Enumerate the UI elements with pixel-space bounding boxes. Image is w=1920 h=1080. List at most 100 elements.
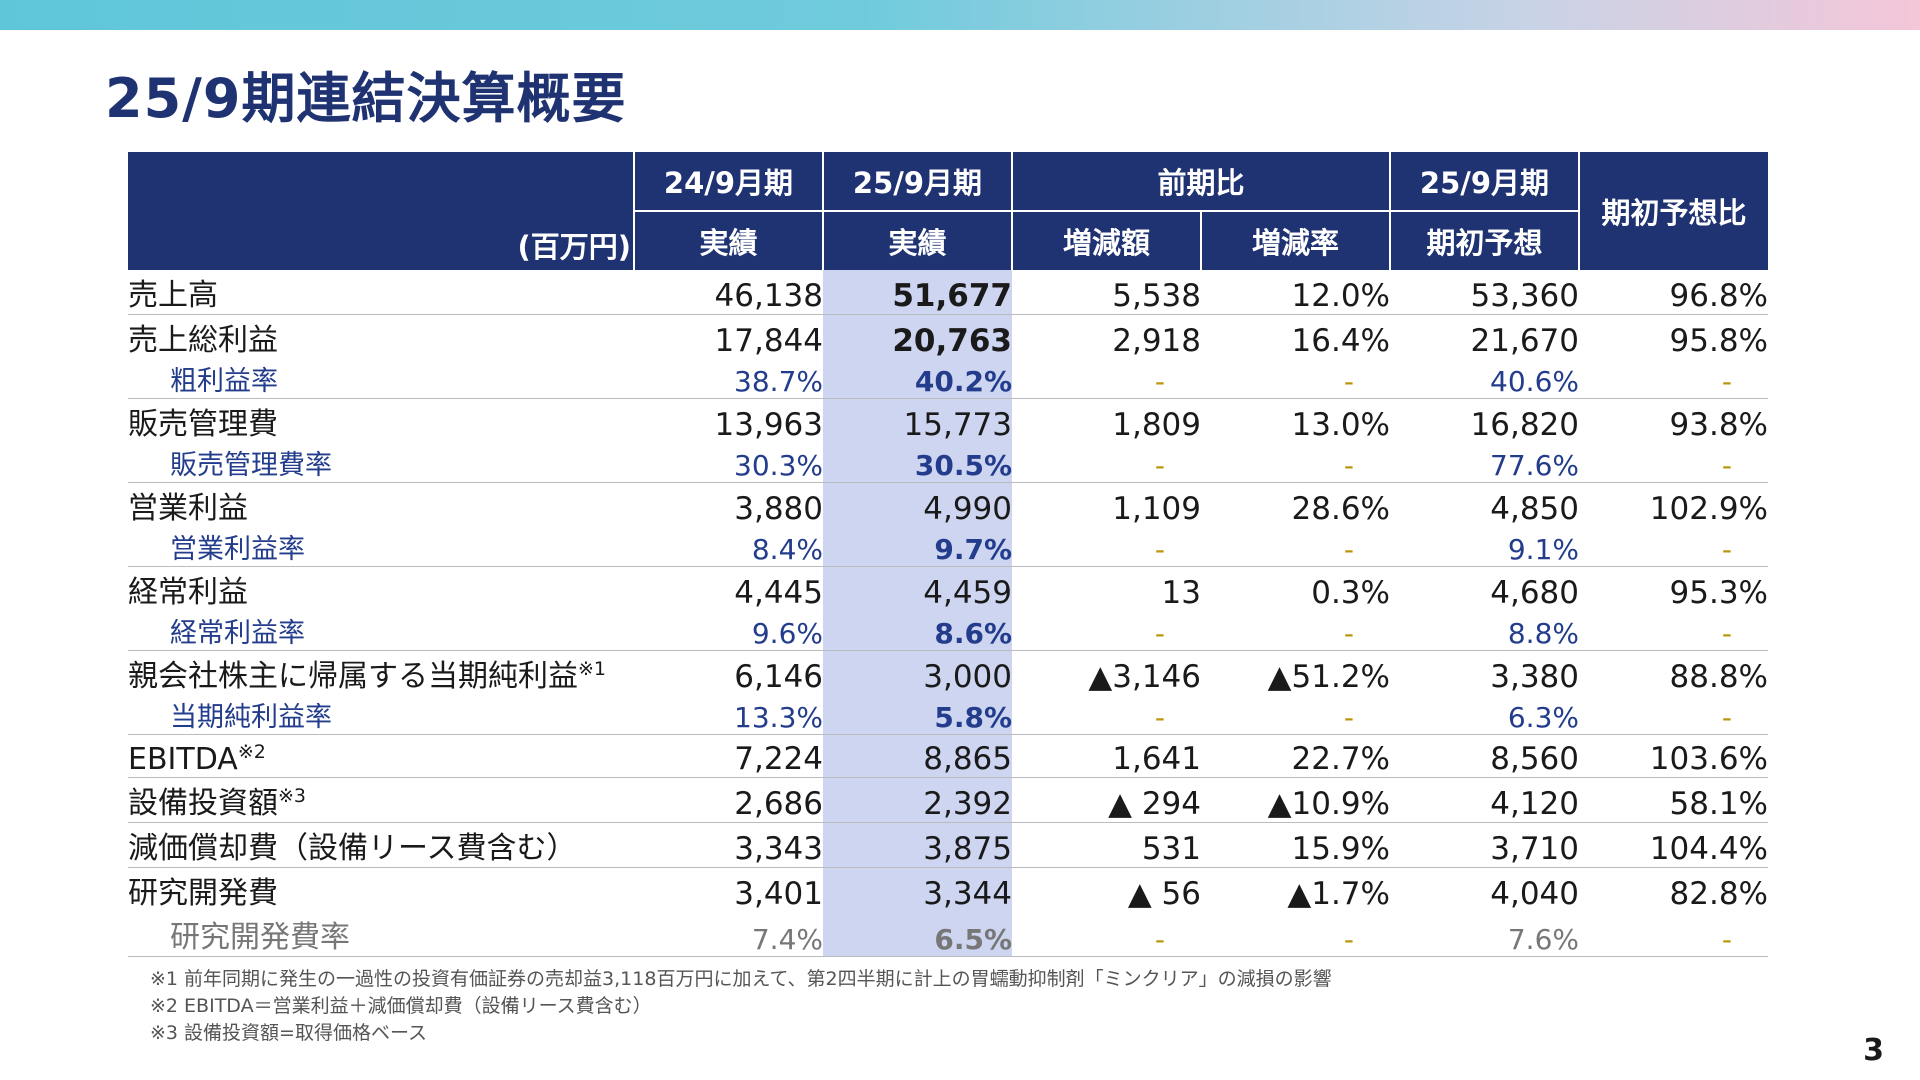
cell-rate: - (1343, 533, 1354, 566)
cell-forecast: 9.1% (1507, 533, 1579, 566)
header-yoy: 前期比 (1011, 152, 1390, 212)
header-prev-kind: 実績 (633, 211, 823, 270)
cell-forecast: 8,560 (1390, 734, 1579, 778)
cell-forecast: 53,360 (1470, 278, 1579, 314)
cell-rate: ▲1.7% (1201, 867, 1390, 912)
table-row: 販売管理費率 30.3% 30.5% - - 77.6% - (128, 443, 1768, 483)
cell-forecast: 40.6% (1490, 365, 1579, 398)
cell-forecast: 4,680 (1390, 566, 1579, 611)
table-body: 売上高 46,138 51,677 5,538 12.0% 53,360 96.8% 売上総利… (128, 270, 1768, 957)
cell-rate: - (1201, 912, 1390, 957)
cell-cur: 3,875 (823, 822, 1012, 868)
row-label: 研究開発費率 (128, 912, 634, 957)
cell-diff: ▲3,146 (1012, 650, 1201, 695)
cell-cur: 20,763 (823, 314, 1012, 359)
row-label: 販売管理費 (128, 398, 634, 443)
table-row: 研究開発費率 7.4% 6.5% - -7.6% - (128, 912, 1768, 957)
cell-rate: 16.4% (1201, 314, 1390, 359)
cell-diff: 5,538 (1112, 278, 1201, 314)
cell-rate: - (1343, 617, 1354, 650)
cell-rate: ▲10.9% (1201, 777, 1390, 823)
footnote: ※3 設備投資額=取得価格ベース (150, 1022, 428, 1044)
table-row: 設備投資額※3 2,686 2,392 ▲ 294 ▲10.9% 4,120 58.1% (128, 777, 1768, 823)
cell-vs: 58.1% (1579, 777, 1768, 823)
cell-forecast: 4,040 (1390, 867, 1579, 912)
cell-diff: ▲ 56 (1012, 867, 1201, 912)
financial-summary-table: (百万円) 24/9月期 25/9月期 前期比 25/9月期 期初予想比 実績 … (128, 152, 1768, 957)
cell-rate: 13.0% (1201, 398, 1390, 443)
cell-rate: 22.7% (1201, 734, 1390, 778)
cell-diff: - (1154, 449, 1165, 482)
header-prev-period: 24/9月期 (633, 152, 823, 212)
row-label: 営業利益 (128, 482, 634, 527)
row-label: 売上高 (128, 278, 218, 313)
cell-cur: 6.5% (823, 912, 1012, 957)
cell-diff: 1,109 (1012, 482, 1201, 527)
cell-diff: ▲ 294 (1012, 777, 1201, 823)
cell-vs: 96.8% (1669, 278, 1768, 314)
row-label: 粗利益率 (170, 366, 278, 397)
row-label: 売上総利益 (128, 314, 634, 359)
row-label: 減価償却費（設備リース費含む） (128, 822, 634, 868)
cell-vs: 88.8% (1579, 650, 1768, 695)
cell-rate: 12.0% (1291, 278, 1390, 314)
row-label: 設備投資額※3 (128, 777, 634, 823)
cell-cur: 9.7% (823, 527, 1012, 567)
cell-vs: - (1579, 912, 1768, 957)
cell-forecast: 4,850 (1390, 482, 1579, 527)
footnote-marker: ※3 (278, 785, 307, 807)
row-label: 経常利益 (128, 566, 634, 611)
cell-forecast: 7.6% (1390, 912, 1579, 957)
table-row: 経常利益率 9.6% 8.6% - - 8.8% - (128, 611, 1768, 651)
table-row: 減価償却費（設備リース費含む） 3,343 3,875 531 15.9% 3,710 10… (128, 822, 1768, 868)
cell-prev: 9.6% (751, 617, 823, 650)
header-forecast-kind: 期初予想 (1389, 211, 1579, 270)
cell-prev: 17,844 (634, 314, 823, 359)
cell-cur: 2,392 (823, 777, 1012, 823)
page-number: 3 (1863, 1033, 1884, 1068)
cell-diff: 13 (1012, 566, 1201, 611)
cell-vs: 102.9% (1579, 482, 1768, 527)
cell-vs: - (1721, 617, 1732, 650)
cell-diff: - (1154, 533, 1165, 566)
cell-rate: - (1343, 365, 1354, 398)
table-row: 経常利益 4,445 4,459 13 0.3% 4,680 95.3% (128, 566, 1768, 611)
cell-forecast: 21,670 (1390, 314, 1579, 359)
header-cur-period: 25/9月期 (822, 152, 1012, 212)
header-forecast-period: 25/9月期 (1389, 152, 1579, 212)
cell-prev: 6,146 (634, 650, 823, 695)
footnote: ※2 EBITDA＝営業利益＋減価償却費（設備リース費含む） (150, 995, 652, 1017)
table-row: 粗利益率 38.7% 40.2% - - 40.6% - (128, 359, 1768, 399)
cell-prev: 8.4% (751, 533, 823, 566)
cell-prev: 38.7% (734, 365, 823, 398)
cell-prev: 3,880 (634, 482, 823, 527)
cell-cur: 3,344 (823, 867, 1012, 912)
header-yoy-amount: 増減額 (1011, 211, 1201, 270)
table-row: 営業利益率 8.4% 9.7% - - 9.1% - (128, 527, 1768, 567)
footnote-marker: ※1 (578, 658, 607, 680)
cell-cur: 51,677 (823, 270, 1012, 315)
cell-diff: - (1154, 701, 1165, 734)
row-label: 親会社株主に帰属する当期純利益※1 (128, 650, 634, 695)
cell-forecast: 3,380 (1390, 650, 1579, 695)
cell-rate: - (1343, 701, 1354, 734)
cell-vs: 82.8% (1579, 867, 1768, 912)
cell-forecast: 16,820 (1390, 398, 1579, 443)
footnote-marker: ※2 (237, 741, 266, 763)
cell-forecast: 6.3% (1507, 701, 1579, 734)
row-label: 当期純利益率 (170, 702, 332, 733)
cell-diff: - (1012, 912, 1201, 957)
cell-diff: 531 (1012, 822, 1201, 868)
cell-prev: 30.3% (734, 449, 823, 482)
row-label: 経常利益率 (170, 618, 305, 649)
table-row: EBITDA※2 7,224 8,865 1,641 22.7% 8,560 103.6% (128, 734, 1768, 778)
unit-label: (百万円) (128, 152, 634, 270)
cell-vs: 95.8% (1579, 314, 1768, 359)
cell-rate: 28.6% (1201, 482, 1390, 527)
cell-vs: - (1721, 449, 1732, 482)
table-row: 営業利益 3,880 4,990 1,109 28.6% 4,850 102.9% (128, 482, 1768, 527)
cell-prev: 2,686 (634, 777, 823, 823)
cell-vs: 93.8% (1579, 398, 1768, 443)
cell-vs: - (1721, 701, 1732, 734)
table-row: 売上高 46,138 51,677 5,538 12.0% 53,360 96.8% (128, 270, 1768, 315)
